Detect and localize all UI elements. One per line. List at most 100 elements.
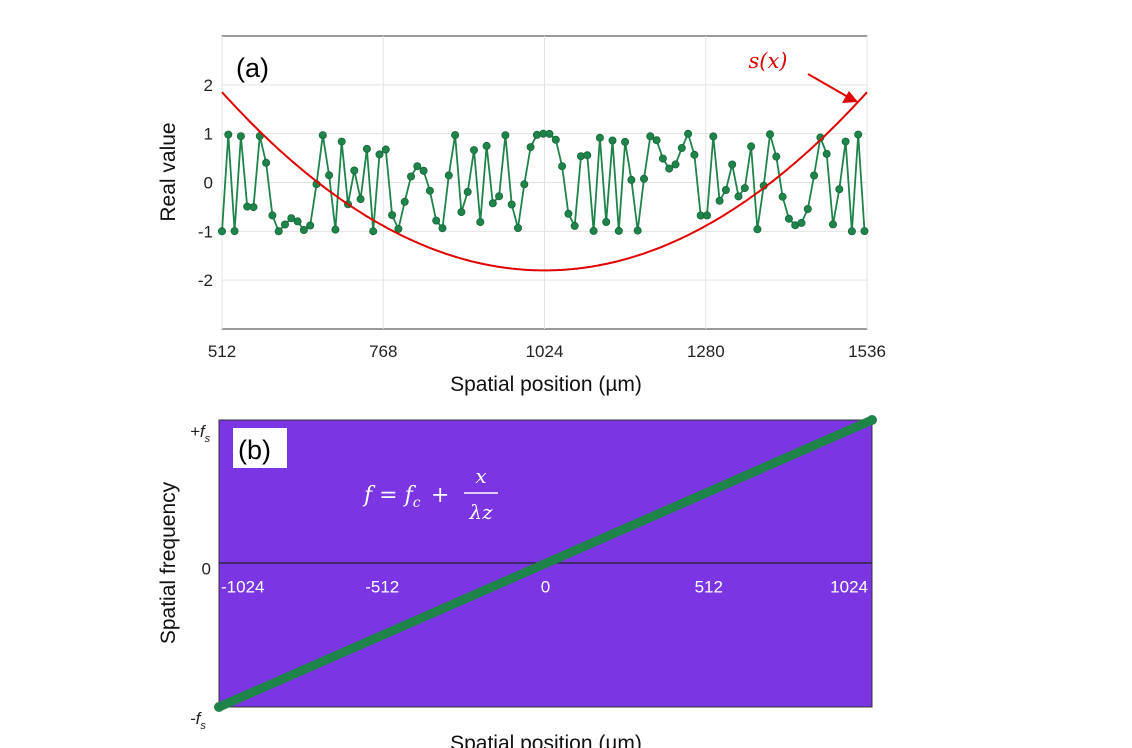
chirp-point [810, 171, 819, 180]
panel-b-y-axis-label: Spatial frequency [157, 481, 180, 644]
chirp-point [734, 192, 743, 201]
chirp-point [375, 150, 384, 159]
chirp-point [583, 151, 592, 160]
chirp-point [570, 221, 579, 230]
chirp-point [803, 204, 812, 213]
chirp-point [671, 160, 680, 169]
chirp-point [362, 144, 371, 153]
chirp-point [514, 223, 523, 232]
y-tick-label: 0 [202, 560, 211, 579]
chirp-point [476, 218, 485, 227]
chirp-point [224, 130, 233, 139]
y-tick-label: 1 [204, 125, 213, 144]
panel-a-x-axis-label: Spatial position (µm) [450, 373, 642, 396]
s-of-x-arrow-head [842, 91, 858, 103]
chirp-point [703, 211, 712, 220]
chirp-point [545, 129, 554, 138]
x-tick-label: 0 [541, 578, 550, 597]
chirp-point [268, 211, 277, 220]
chirp-point [854, 130, 863, 139]
s-of-x-curve [221, 91, 868, 272]
equation-numerator: x [475, 464, 486, 488]
chirp-point [595, 133, 604, 142]
chirp-point [690, 150, 699, 159]
y-tick-label: -fs [190, 709, 206, 732]
x-tick-label: 512 [695, 578, 723, 597]
y-tick-label: +fs [190, 422, 211, 445]
chirp-point [753, 225, 762, 234]
frequency-line-end-point [867, 415, 877, 425]
chirp-point [608, 136, 617, 145]
chirp-point [766, 130, 775, 139]
chirp-point [482, 141, 491, 150]
chirp-point [822, 149, 831, 158]
chirp-point [860, 227, 869, 236]
chirp-point [558, 162, 567, 171]
chirp-point [721, 185, 730, 194]
chirp-point [318, 131, 327, 140]
x-tick-label: 1024 [526, 342, 564, 361]
chirp-point [217, 227, 226, 236]
panel-a-y-axis-label: Real value [157, 122, 180, 221]
chirp-point [425, 186, 434, 195]
panel-a-label: (a) [236, 53, 269, 83]
chirp-point [394, 224, 403, 233]
s-of-x-label: s(x) [748, 49, 787, 73]
chirp-point [784, 214, 793, 223]
chirp-point [841, 137, 850, 146]
chirp-point [633, 226, 642, 235]
chirp-point [495, 192, 504, 201]
y-tick-label: -1 [198, 222, 213, 241]
x-tick-label: 1536 [848, 342, 886, 361]
x-tick-label: 768 [369, 342, 397, 361]
chirp-point [652, 136, 661, 145]
chirp-point [230, 227, 239, 236]
x-tick-label: 1024 [830, 578, 868, 597]
chirp-point [526, 143, 535, 152]
panel-a-x-ticks: 512 768 1024 1280 1536 [208, 342, 886, 361]
chirp-point [280, 220, 289, 229]
x-tick-label: 512 [208, 342, 236, 361]
y-tick-label: -2 [198, 271, 213, 290]
chirp-point [293, 217, 302, 226]
chirp-point [740, 184, 749, 193]
y-tick-label: 0 [204, 174, 213, 193]
equation-plus: + [431, 483, 449, 508]
chirp-point [715, 196, 724, 205]
panel-b-y-ticks: +fs 0 -fs [190, 422, 211, 732]
frequency-equation: f = fc + x λz [362, 464, 498, 524]
chirp-point [388, 211, 397, 220]
chirp-point [589, 226, 598, 235]
chirp-point [381, 145, 390, 154]
chirp-point [369, 227, 378, 236]
chirp-point [520, 180, 529, 189]
s-of-x-annotation: s(x) [748, 49, 858, 103]
panel-a-grid [221, 36, 868, 329]
s-of-x-arrow-shaft [807, 73, 849, 98]
chirp-point [747, 142, 756, 151]
chirp-point [677, 143, 686, 152]
chirp-point [709, 132, 718, 141]
chirp-point [451, 131, 460, 140]
chirp-point [797, 218, 806, 227]
x-tick-label: -512 [365, 578, 399, 597]
chirp-point [602, 217, 611, 226]
chirp-point [331, 225, 340, 234]
chirp-point [684, 129, 693, 138]
chirp-point [463, 187, 472, 196]
chirp-point [400, 197, 409, 206]
chirp-point [829, 220, 838, 229]
x-tick-label: 1280 [687, 342, 725, 361]
panel-a-chart: 2 1 0 -1 -2 512 768 1024 1280 1536 (a) Spatial p… [157, 35, 886, 396]
chirp-point [444, 171, 453, 180]
y-tick-label: 2 [204, 76, 213, 95]
chirp-point [356, 195, 365, 204]
chirp-point [614, 226, 623, 235]
chirp-point [236, 132, 245, 141]
x-tick-label: -1024 [221, 578, 264, 597]
panel-a-series [217, 91, 869, 272]
chirp-point [507, 200, 516, 209]
chirp-point [488, 199, 497, 208]
chirp-point [621, 137, 630, 146]
equation-denominator: λz [468, 500, 493, 524]
